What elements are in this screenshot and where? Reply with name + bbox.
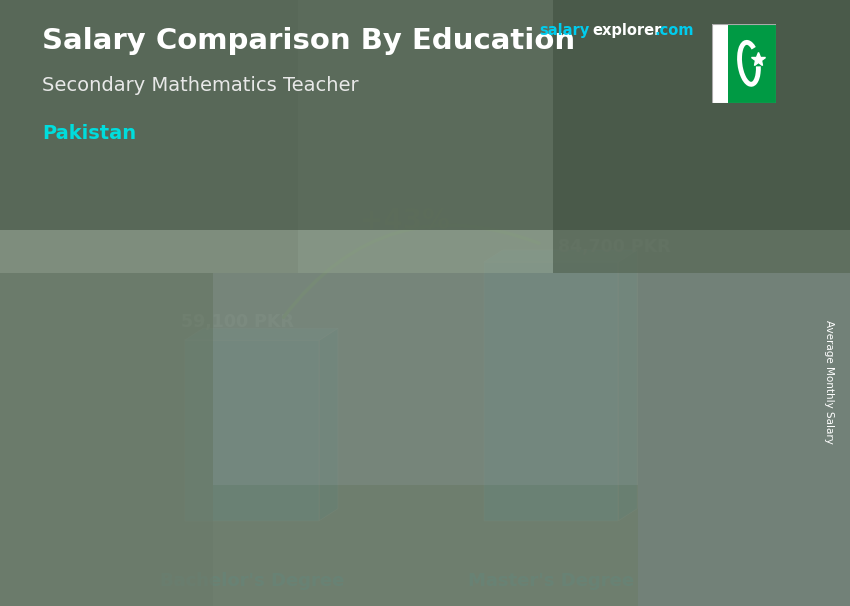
Polygon shape	[728, 24, 776, 103]
Text: Master's Degree: Master's Degree	[468, 572, 634, 590]
Text: +43%: +43%	[360, 207, 450, 235]
Polygon shape	[184, 340, 320, 521]
Polygon shape	[619, 250, 638, 521]
Text: Secondary Mathematics Teacher: Secondary Mathematics Teacher	[42, 76, 359, 95]
Bar	[0, 273, 212, 606]
Polygon shape	[184, 328, 338, 340]
Bar	[0, 0, 298, 273]
Text: Average Monthly Salary: Average Monthly Salary	[824, 320, 834, 444]
Text: explorer: explorer	[592, 23, 662, 38]
Text: 84,700 PKR: 84,700 PKR	[558, 238, 671, 256]
Bar	[212, 273, 638, 485]
Polygon shape	[712, 24, 728, 103]
Polygon shape	[484, 262, 619, 521]
Text: .com: .com	[654, 23, 694, 38]
Polygon shape	[320, 328, 338, 521]
Text: Salary Comparison By Education: Salary Comparison By Education	[42, 27, 575, 55]
Bar	[298, 0, 552, 273]
Polygon shape	[484, 250, 638, 262]
Text: 59,100 PKR: 59,100 PKR	[180, 313, 293, 331]
Bar	[0, 0, 850, 230]
Bar	[552, 0, 850, 273]
Text: Bachelor's Degree: Bachelor's Degree	[160, 572, 344, 590]
Text: salary: salary	[540, 23, 590, 38]
Bar	[638, 273, 850, 606]
Text: Pakistan: Pakistan	[42, 124, 137, 143]
FancyArrowPatch shape	[284, 225, 539, 318]
